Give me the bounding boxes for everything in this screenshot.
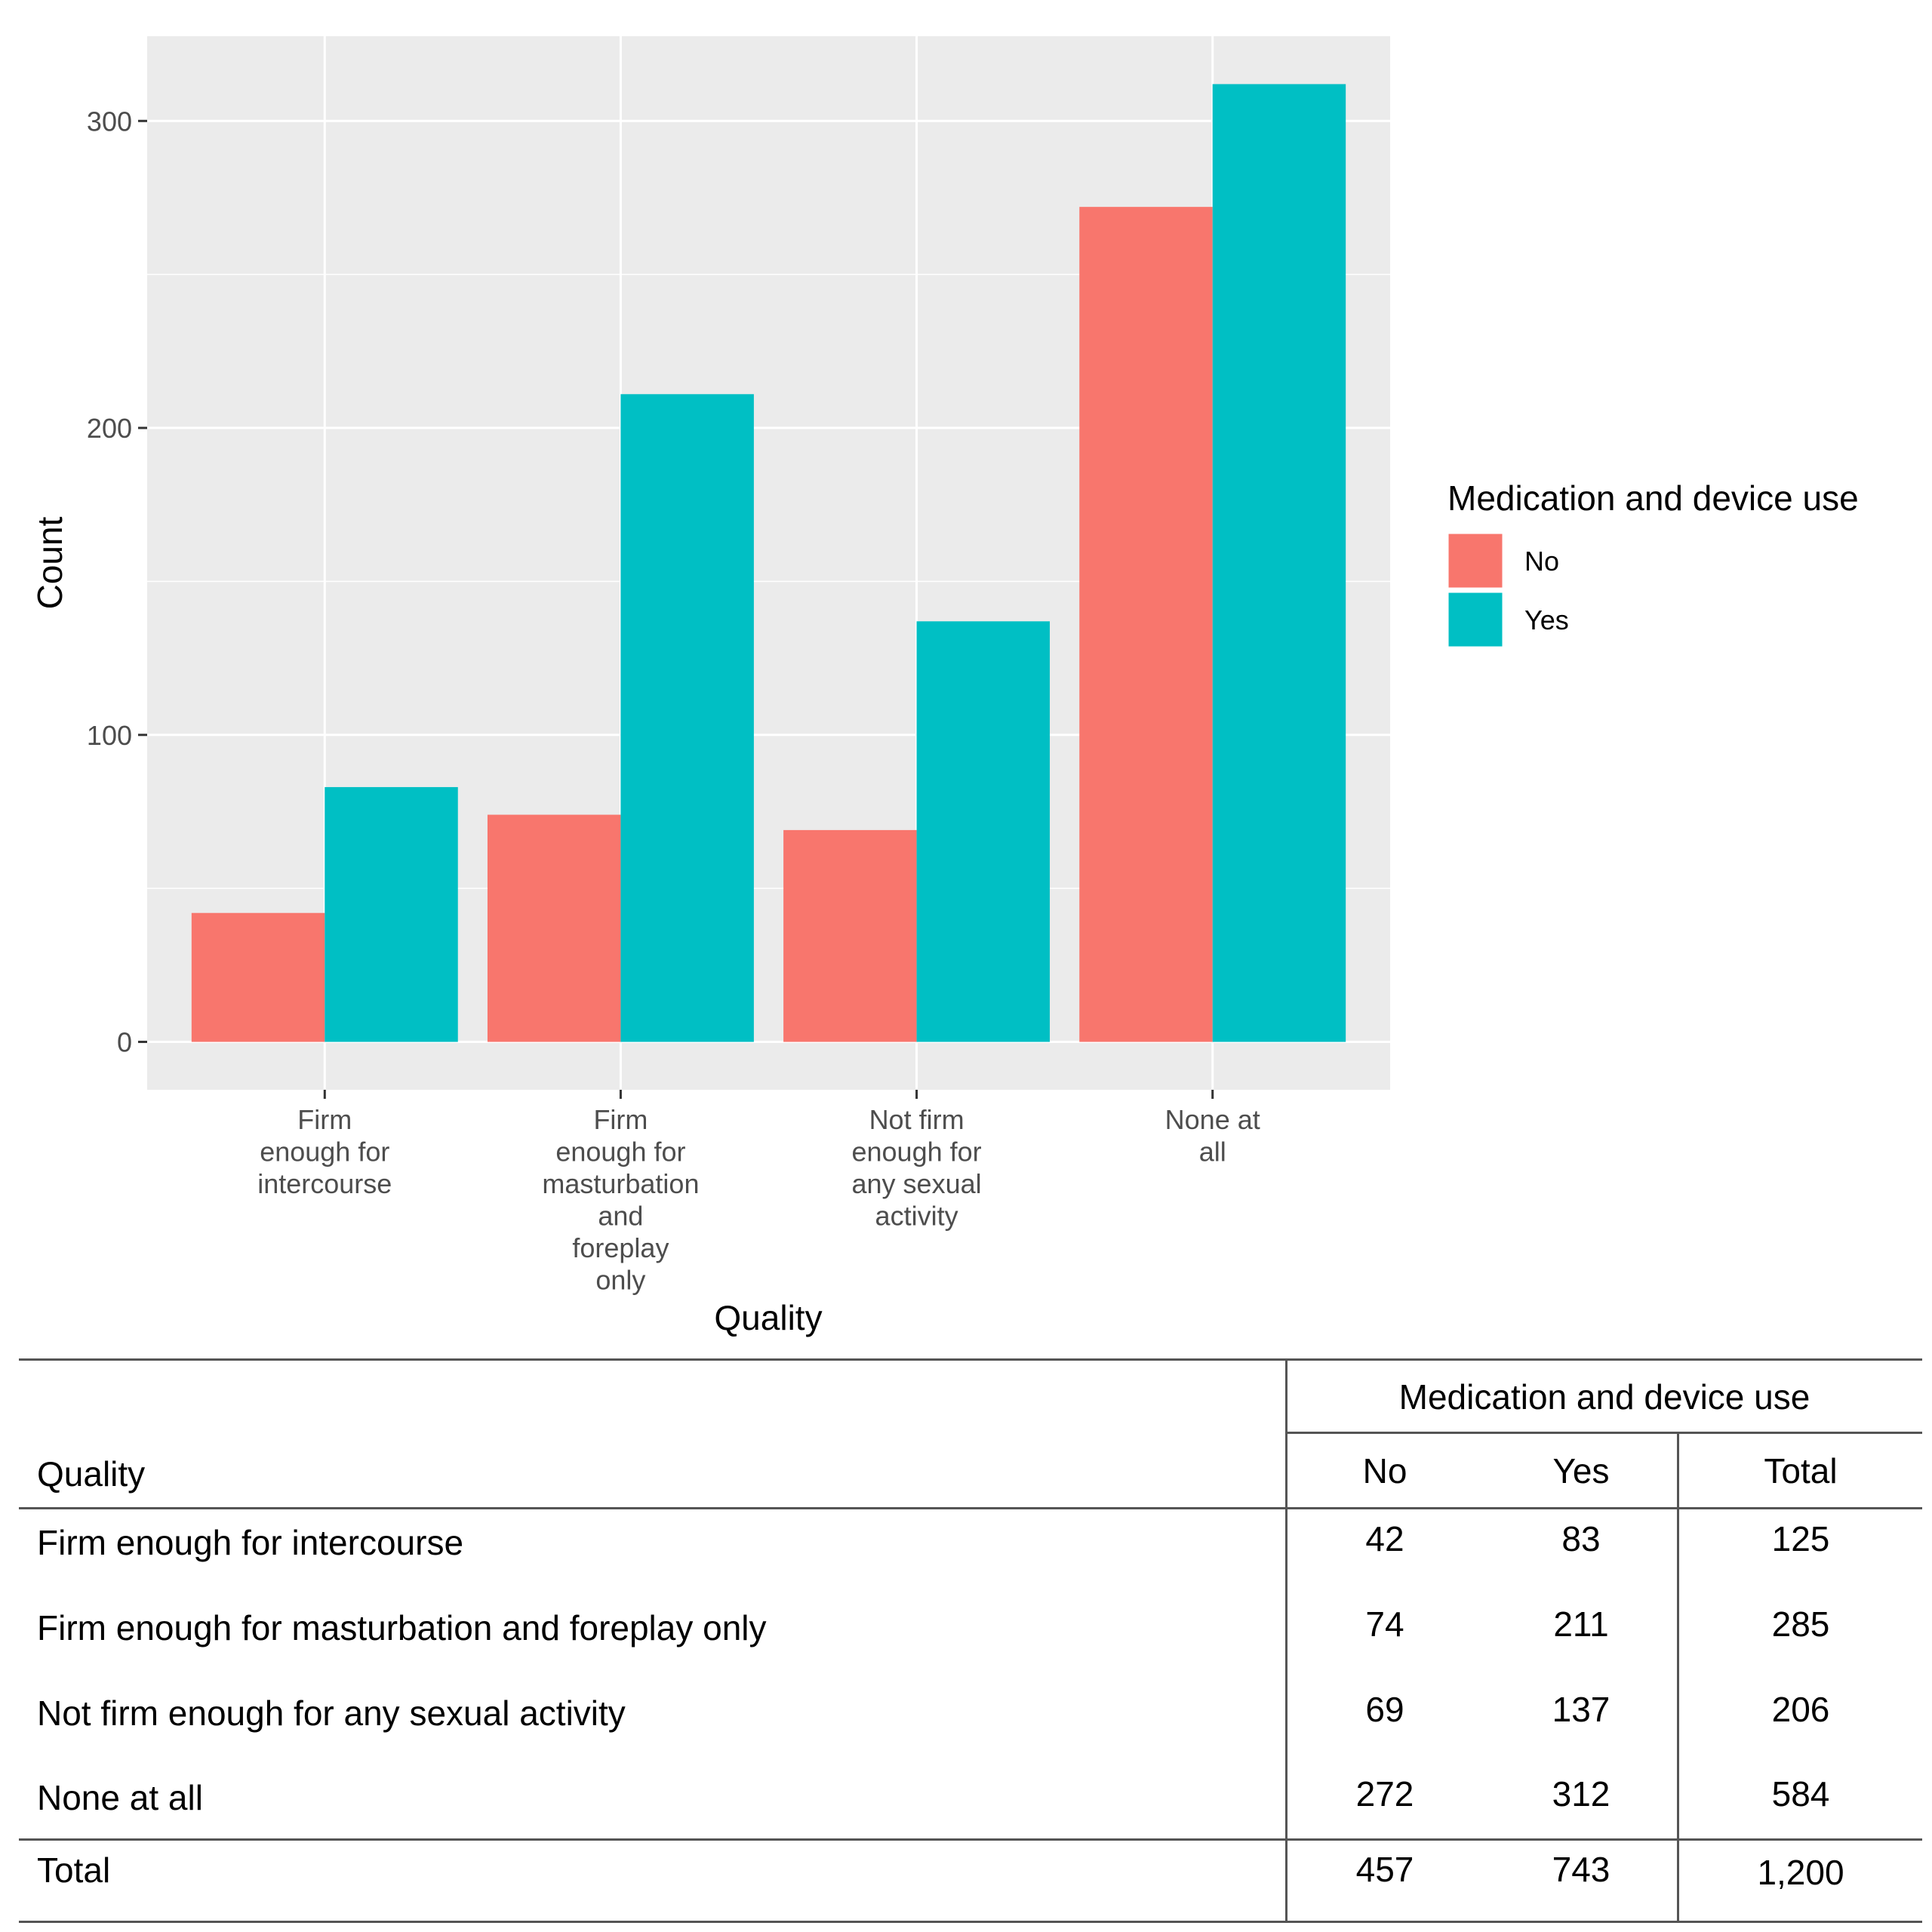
table-cell: 74 bbox=[1365, 1604, 1404, 1644]
bar-yes bbox=[1212, 84, 1346, 1042]
total-rule bbox=[19, 1838, 1922, 1841]
x-tick-label: Not firm bbox=[869, 1104, 964, 1135]
x-tick-label: enough for bbox=[555, 1137, 685, 1168]
legend-key-no bbox=[1446, 531, 1505, 590]
table-cell: 83 bbox=[1561, 1519, 1601, 1558]
legend-key-yes bbox=[1446, 590, 1505, 649]
col-header-total: Total bbox=[1764, 1451, 1838, 1491]
col-header-yes: Yes bbox=[1552, 1451, 1610, 1491]
table-cell: 125 bbox=[1771, 1519, 1830, 1558]
y-tick-label: 0 bbox=[117, 1027, 132, 1058]
header-rule bbox=[19, 1507, 1922, 1509]
x-tick-label: foreplay bbox=[572, 1232, 669, 1263]
legend-label-no: No bbox=[1524, 546, 1559, 577]
x-tick-label: Firm bbox=[297, 1104, 352, 1135]
table-cell: 137 bbox=[1552, 1690, 1611, 1729]
x-tick-label: enough for bbox=[851, 1137, 981, 1168]
table-row-label: None at all bbox=[37, 1778, 203, 1817]
y-axis-title: Count bbox=[30, 516, 69, 609]
y-tick-label: 300 bbox=[87, 106, 132, 137]
table-bottom-rule bbox=[19, 1921, 1922, 1923]
x-tick-label: only bbox=[595, 1265, 645, 1296]
x-tick-label: and bbox=[598, 1201, 643, 1232]
spanner-rule bbox=[1287, 1432, 1922, 1434]
table-cell: 206 bbox=[1771, 1690, 1830, 1729]
x-tick-label: any sexual bbox=[852, 1168, 982, 1199]
bar-yes bbox=[325, 786, 458, 1042]
bar-no bbox=[783, 829, 917, 1042]
table-cell: 272 bbox=[1355, 1774, 1414, 1814]
table-cell: 69 bbox=[1365, 1690, 1404, 1729]
x-tick-label: enough for bbox=[260, 1137, 389, 1168]
legend: Medication and device use No Yes bbox=[1446, 478, 1859, 649]
table-row-label: Firm enough for masturbation and forepla… bbox=[37, 1608, 767, 1647]
x-tick-label: None at bbox=[1165, 1104, 1260, 1135]
bar-no bbox=[1079, 207, 1213, 1042]
col-header-no: No bbox=[1362, 1451, 1407, 1491]
column-divider bbox=[1285, 1358, 1287, 1923]
x-tick-label: activity bbox=[875, 1201, 958, 1232]
x-tick-label: Firm bbox=[593, 1104, 648, 1135]
table-cell: 312 bbox=[1552, 1774, 1611, 1814]
y-tick-label: 200 bbox=[87, 413, 132, 444]
x-axis-title: Quality bbox=[714, 1298, 822, 1337]
table-row-label: Not firm enough for any sexual activity bbox=[37, 1694, 626, 1733]
bars bbox=[191, 84, 1346, 1042]
spanner-label: Medication and device use bbox=[1398, 1377, 1810, 1417]
y-tick-label: 100 bbox=[87, 720, 132, 751]
table-cell: 285 bbox=[1771, 1604, 1830, 1644]
bar-yes bbox=[620, 394, 754, 1042]
legend-label-yes: Yes bbox=[1524, 605, 1569, 635]
x-tick-label: all bbox=[1199, 1137, 1226, 1168]
table-cell: 42 bbox=[1365, 1519, 1404, 1558]
total-cell: 743 bbox=[1552, 1850, 1611, 1889]
bar-no bbox=[487, 814, 621, 1042]
total-row-label: Total bbox=[37, 1850, 111, 1890]
total-cell: 1,200 bbox=[1757, 1853, 1844, 1892]
row-header-label: Quality bbox=[37, 1454, 146, 1494]
summary-table: Medication and device use Quality No Yes Tot… bbox=[19, 1358, 1922, 1926]
x-tick-label: intercourse bbox=[257, 1168, 392, 1199]
table-cell: 584 bbox=[1771, 1774, 1830, 1814]
table-top-rule bbox=[19, 1358, 1922, 1361]
table-cell: 211 bbox=[1553, 1604, 1609, 1644]
total-column-divider bbox=[1677, 1432, 1679, 1923]
bar-yes bbox=[916, 621, 1051, 1042]
total-cell: 457 bbox=[1355, 1850, 1414, 1889]
legend-title: Medication and device use bbox=[1447, 478, 1859, 518]
bar-no bbox=[191, 912, 325, 1042]
x-tick-label: masturbation bbox=[542, 1168, 699, 1199]
table-row-label: Firm enough for intercourse bbox=[37, 1523, 464, 1562]
